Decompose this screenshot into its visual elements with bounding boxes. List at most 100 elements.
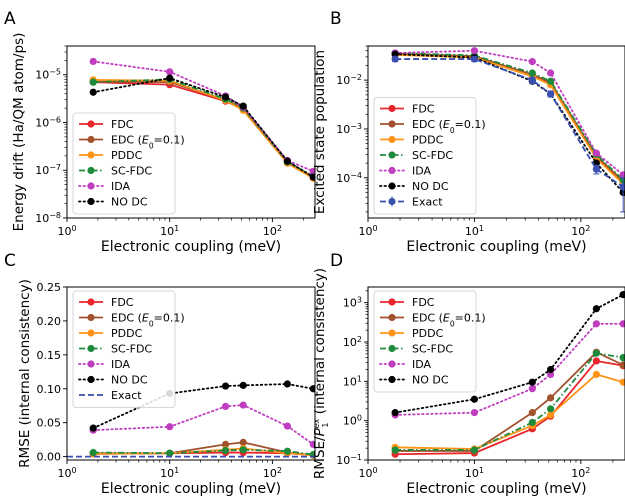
data-point bbox=[528, 385, 536, 393]
data-point bbox=[89, 448, 97, 457]
series-exact bbox=[391, 55, 625, 213]
legend-marker bbox=[388, 375, 396, 384]
data-point bbox=[470, 395, 479, 403]
x-tick-label: 102 bbox=[263, 224, 282, 239]
data-point bbox=[391, 409, 399, 417]
data-point bbox=[528, 378, 536, 386]
y-tick-label: 10−5 bbox=[35, 67, 61, 82]
x-tick-label: 102 bbox=[263, 466, 282, 481]
data-point bbox=[89, 57, 97, 66]
series-line bbox=[395, 359, 624, 456]
data-point bbox=[528, 418, 536, 427]
legend-entry: SC-FDC bbox=[111, 343, 152, 356]
legend: FDC EDC (E0=0.1)PDDC SC-FDC IDA NO DC Exact bbox=[72, 290, 185, 408]
data-point bbox=[283, 447, 291, 455]
panel-a: A 100 101 102 10−8 10−7 10−6 10−5 Electronic cou… bbox=[4, 9, 316, 255]
data-point bbox=[592, 305, 600, 313]
data-point bbox=[592, 149, 600, 157]
legend-box bbox=[72, 112, 176, 215]
legend-entry: IDA bbox=[111, 358, 131, 371]
plot-frame bbox=[367, 45, 625, 219]
data-point bbox=[470, 446, 479, 454]
legend-entry: FDC bbox=[111, 296, 134, 309]
legend-marker bbox=[388, 360, 396, 368]
legend: FDC EDC (E0=0.1)PDDC SC-FDC IDA NO DC bbox=[373, 290, 486, 393]
data-point bbox=[221, 402, 230, 411]
data-point bbox=[309, 385, 315, 393]
y-tick-label: 0.15 bbox=[37, 349, 62, 362]
x-tick-label: 100 bbox=[57, 466, 76, 481]
data-point bbox=[166, 423, 174, 431]
series-line bbox=[394, 49, 625, 176]
legend-marker bbox=[87, 344, 95, 353]
series-line bbox=[93, 448, 314, 456]
legend: FDC EDC (E0=0.1)PDDC SC-FDC IDA NO DC bbox=[72, 112, 185, 215]
series-ida bbox=[89, 401, 315, 448]
series-line bbox=[394, 322, 625, 416]
y-tick-label: 100 bbox=[343, 413, 362, 428]
data-point bbox=[528, 57, 536, 66]
y-tick-label: 10−3 bbox=[336, 121, 362, 136]
legend-entry: EDC (E0=0.1) bbox=[111, 134, 185, 151]
data-point bbox=[592, 370, 600, 378]
legend-entry: EDC (E0=0.1) bbox=[111, 312, 185, 329]
panel-label: D bbox=[330, 251, 343, 271]
legend-marker bbox=[87, 313, 95, 322]
y-axis-label: Excited state population bbox=[312, 50, 328, 214]
x-axis-label: Electronic coupling (meV) bbox=[101, 239, 281, 255]
y-tick-label: 101 bbox=[343, 374, 362, 389]
legend-entry: NO DC bbox=[111, 196, 148, 209]
legend-box bbox=[72, 290, 176, 408]
y-tick-label: 0.20 bbox=[37, 315, 62, 328]
data-point bbox=[547, 77, 555, 85]
legend-entry: EDC (E0=0.1) bbox=[412, 312, 486, 329]
x-tick-label: 101 bbox=[160, 224, 179, 239]
data-point bbox=[619, 354, 625, 362]
data-point bbox=[239, 446, 247, 454]
y-tick-label: 102 bbox=[343, 334, 362, 349]
legend-marker bbox=[388, 151, 396, 159]
legend-box bbox=[373, 97, 477, 215]
data-point bbox=[528, 69, 536, 77]
series-line bbox=[394, 293, 625, 414]
panel-c: C 100 101 102 0.00 0.05 0.10 0.15 0.20 0.25 Electr… bbox=[4, 251, 316, 497]
y-tick-label: 0.00 bbox=[37, 451, 62, 464]
data-point bbox=[309, 173, 315, 181]
data-point bbox=[239, 102, 247, 110]
series-line bbox=[395, 58, 624, 188]
data-point bbox=[309, 440, 315, 448]
series-line bbox=[92, 383, 315, 430]
series-line bbox=[92, 404, 315, 446]
data-point bbox=[592, 349, 600, 357]
data-point bbox=[619, 361, 625, 369]
series-line bbox=[395, 352, 624, 451]
legend-marker bbox=[87, 329, 95, 337]
legend-marker bbox=[388, 166, 396, 175]
data-point bbox=[166, 74, 174, 82]
y-tick-label: 0.25 bbox=[37, 281, 62, 294]
y-tick-label: 103 bbox=[343, 295, 362, 310]
legend-marker bbox=[87, 182, 95, 190]
y-axis-label: RMSE (internal consistency) bbox=[17, 279, 33, 468]
y-tick-label: 10−8 bbox=[35, 211, 61, 226]
data-point bbox=[89, 78, 97, 86]
data-point bbox=[166, 68, 174, 76]
legend-entry: NO DC bbox=[412, 374, 449, 387]
legend-entry: PDDC bbox=[412, 327, 444, 340]
data-point bbox=[391, 446, 399, 454]
data-point bbox=[592, 320, 600, 328]
series-line bbox=[395, 373, 624, 450]
legend-entry: FDC bbox=[412, 103, 435, 116]
x-tick-label: 100 bbox=[358, 224, 377, 239]
data-point bbox=[166, 449, 174, 457]
legend-entry: PDDC bbox=[111, 149, 143, 162]
data-point bbox=[619, 291, 625, 299]
series-sc-fdc bbox=[89, 446, 315, 459]
data-point bbox=[528, 76, 536, 84]
legend-marker bbox=[87, 166, 95, 175]
x-axis-label: Electronic coupling (meV) bbox=[406, 481, 586, 497]
panel-b: B 100 101 102 10−4 10−3 10−2 Electronic couplin… bbox=[312, 9, 625, 255]
legend-marker bbox=[87, 197, 95, 206]
